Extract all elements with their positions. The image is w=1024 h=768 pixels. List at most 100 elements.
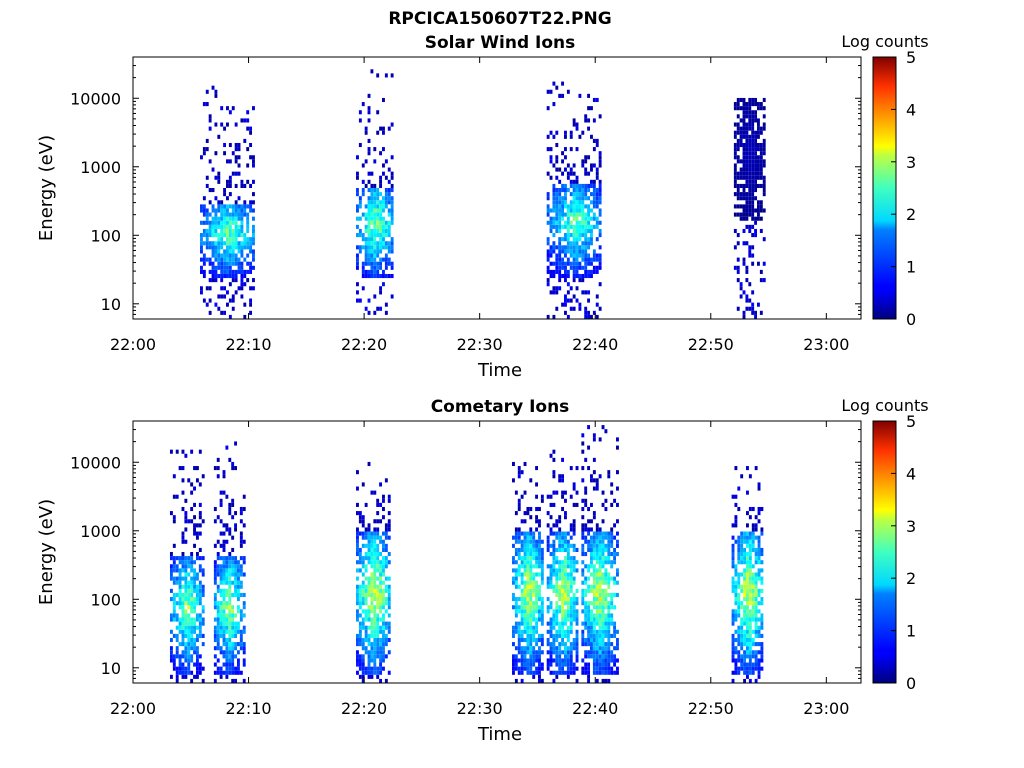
- heatmap-cell: [604, 531, 608, 536]
- heatmap-cell: [216, 609, 220, 614]
- heatmap-cell: [370, 192, 374, 197]
- heatmap-cell: [193, 543, 196, 548]
- heatmap-cell: [595, 629, 599, 634]
- heatmap-cell: [234, 584, 237, 589]
- heatmap-cell: [239, 519, 243, 524]
- heatmap-cell: [737, 625, 741, 630]
- heatmap-cell: [190, 576, 194, 581]
- heatmap-cell: [246, 163, 250, 168]
- heatmap-cell: [555, 253, 559, 258]
- heatmap-cell: [175, 633, 179, 638]
- heatmap-cell: [217, 224, 221, 229]
- heatmap-cell: [748, 179, 752, 184]
- heatmap-cell: [538, 552, 541, 557]
- heatmap-cell: [373, 580, 377, 585]
- heatmap-cell: [219, 556, 223, 561]
- heatmap-cell: [538, 535, 541, 540]
- heatmap-cell: [601, 637, 605, 643]
- heatmap-cell: [201, 609, 205, 614]
- heatmap-cell: [376, 531, 380, 536]
- heatmap-cell: [520, 560, 524, 565]
- heatmap-cell: [558, 286, 562, 291]
- heatmap-cell: [367, 208, 371, 213]
- heatmap-cell: [535, 629, 539, 634]
- heatmap-cell: [616, 646, 619, 651]
- heatmap-cell: [564, 556, 567, 561]
- heatmap-cell: [356, 171, 359, 176]
- heatmap-cell: [734, 580, 738, 585]
- heatmap-cell: [731, 613, 735, 618]
- heatmap-cell: [169, 637, 173, 643]
- heatmap-cell: [581, 273, 585, 279]
- heatmap-cell: [575, 629, 579, 634]
- heatmap-cell: [601, 613, 605, 618]
- heatmap-cell: [223, 228, 227, 234]
- heatmap-cell: [205, 138, 209, 143]
- heatmap-cell: [252, 286, 255, 291]
- heatmap-cell: [751, 200, 755, 205]
- heatmap-cell: [760, 597, 764, 602]
- heatmap-cell: [569, 576, 573, 581]
- heatmap-cell: [555, 633, 559, 638]
- heatmap-cell: [595, 302, 599, 307]
- heatmap-cell: [367, 204, 371, 209]
- heatmap-cell: [242, 613, 246, 618]
- heatmap-cell: [566, 560, 570, 565]
- heatmap-cell: [240, 220, 244, 225]
- heatmap-cell: [535, 609, 539, 614]
- heatmap-cell: [569, 597, 573, 602]
- heatmap-cell: [592, 147, 596, 152]
- heatmap-cell: [746, 556, 749, 561]
- heatmap-cell: [757, 200, 760, 205]
- heatmap-cell: [569, 494, 573, 499]
- heatmap-cell: [760, 506, 764, 512]
- heatmap-cell: [601, 642, 605, 647]
- heatmap-cell: [569, 249, 573, 254]
- heatmap-cell: [610, 535, 614, 540]
- heatmap-cell: [384, 584, 388, 589]
- heatmap-cell: [234, 290, 238, 295]
- heatmap-cell: [373, 245, 377, 250]
- heatmap-cell: [172, 580, 176, 585]
- heatmap-cell: [561, 457, 565, 462]
- heatmap-cell: [754, 228, 757, 234]
- heatmap-cell: [172, 617, 176, 622]
- heatmap-cell: [561, 609, 565, 614]
- heatmap-cell: [243, 314, 247, 319]
- heatmap-cell: [523, 629, 527, 634]
- heatmap-cell: [213, 605, 217, 610]
- heatmap-cell: [526, 601, 530, 606]
- heatmap-cell: [223, 294, 227, 299]
- heatmap-cell: [549, 228, 553, 234]
- heatmap-cell: [239, 543, 243, 548]
- heatmap-cell: [566, 171, 570, 176]
- heatmap-cell: [234, 216, 238, 221]
- heatmap-cell: [754, 535, 758, 540]
- heatmap-cell: [234, 261, 238, 266]
- heatmap-cell: [523, 535, 527, 540]
- heatmap-cell: [520, 547, 524, 552]
- heatmap-cell: [367, 613, 371, 618]
- heatmap-cell: [364, 625, 368, 630]
- heatmap-cell: [731, 633, 735, 638]
- heatmap-cell: [587, 290, 591, 295]
- heatmap-cell: [529, 539, 533, 544]
- heatmap-cell: [356, 175, 359, 180]
- heatmap-cell: [734, 568, 738, 573]
- heatmap-cell: [222, 568, 226, 573]
- heatmap-cell: [590, 621, 593, 626]
- heatmap-cell: [367, 171, 371, 176]
- heatmap-cell: [216, 588, 220, 593]
- heatmap-cell: [187, 658, 191, 663]
- heatmap-cell: [223, 126, 227, 131]
- heatmap-cell: [382, 494, 385, 499]
- heatmap-cell: [734, 466, 738, 471]
- heatmap-cell: [592, 564, 596, 569]
- heatmap-cell: [223, 233, 227, 238]
- heatmap-cell: [252, 237, 255, 242]
- heatmap-cell: [367, 212, 371, 217]
- heatmap-cell: [373, 212, 377, 217]
- heatmap-cell: [387, 637, 391, 643]
- heatmap-cell: [748, 597, 752, 602]
- heatmap-cell: [734, 650, 738, 655]
